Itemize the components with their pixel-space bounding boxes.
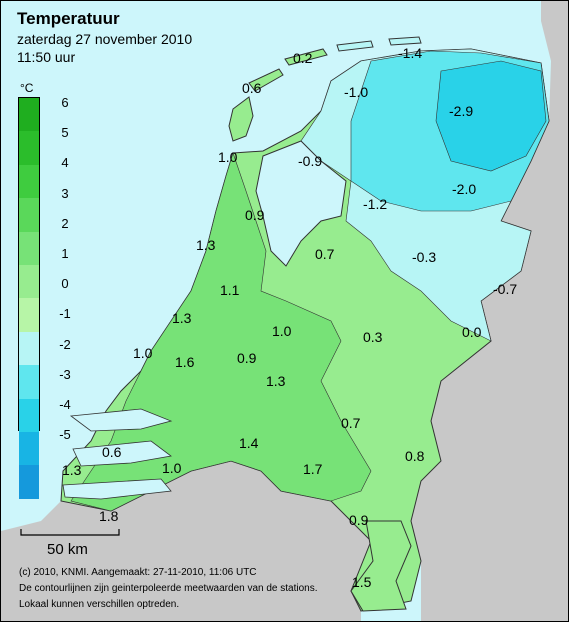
station-value: 0.3 (363, 329, 383, 345)
coldest-zone (435, 60, 547, 172)
texel (228, 96, 254, 142)
terschelling (284, 48, 328, 66)
station-value: 0.7 (341, 415, 361, 431)
ijsselmeer (255, 140, 347, 267)
station-value: 0.9 (237, 350, 257, 366)
station-value: -2.0 (452, 181, 477, 197)
legend-tick-label: 5 (61, 125, 69, 141)
station-value: -1.0 (344, 84, 369, 100)
limburg (350, 520, 412, 612)
schiermonnikoog (388, 36, 422, 46)
station-value: -1.2 (363, 196, 388, 212)
belgium-land (1, 461, 381, 621)
footer-contour-note: De contourlijnen zijn geinterpoleerde me… (19, 583, 318, 594)
legend-band (19, 398, 39, 432)
zeeland-water-3 (62, 478, 172, 500)
station-value: -0.3 (412, 249, 437, 265)
legend-band (19, 365, 39, 399)
station-value: 1.4 (239, 435, 259, 451)
footer-local-note: Lokaal kunnen verschillen optreden. (19, 599, 180, 610)
station-value: 1.3 (266, 373, 286, 389)
legend-band (19, 198, 39, 232)
map-date: zaterdag 27 november 2010 (17, 31, 193, 47)
legend-tick-label: 0 (61, 276, 69, 292)
station-value: 1.3 (196, 237, 216, 253)
legend-tick-label: 3 (61, 185, 69, 201)
station-value: 0.9 (245, 207, 265, 223)
station-value: 1.0 (272, 323, 292, 339)
station-value: 0.2 (293, 50, 313, 66)
station-value: 0.0 (462, 324, 482, 340)
legend-tick-label: 2 (61, 215, 69, 231)
station-value: -2.9 (449, 103, 474, 119)
map-title: Temperatuur (17, 9, 120, 28)
legend-band (19, 465, 39, 499)
station-value: 1.5 (352, 574, 372, 590)
vlieland (248, 68, 284, 92)
legend-tick-label: -1 (59, 306, 71, 322)
station-value: 1.7 (303, 461, 323, 477)
scale-label: 50 km (47, 541, 88, 558)
legend-tick-label: -4 (59, 397, 71, 412)
station-value: 0.6 (102, 444, 122, 460)
station-value: 1.0 (133, 345, 153, 361)
station-value: 1.8 (99, 508, 119, 524)
station-value: 1.3 (172, 310, 192, 326)
scale-bar (20, 529, 120, 536)
station-value: 0.8 (405, 448, 425, 464)
legend-unit: °C (20, 81, 34, 95)
station-value: 1.1 (220, 282, 240, 298)
zeeland-water-1 (69, 408, 173, 432)
legend-band (19, 298, 39, 332)
station-value: 0.6 (242, 80, 262, 96)
legend-band (19, 231, 39, 265)
station-value: -0.7 (493, 281, 518, 297)
station-value: 1.0 (218, 149, 238, 165)
ameland (336, 40, 374, 52)
legend-band (19, 431, 39, 466)
legend-tick-label: -5 (59, 427, 71, 443)
station-value: 0.7 (315, 246, 335, 262)
germany-land (411, 1, 568, 621)
station-value: -0.9 (298, 153, 323, 169)
station-value: 1.0 (162, 460, 182, 476)
legend-band (19, 331, 39, 366)
station-value: 0.9 (349, 512, 369, 528)
legend-tick-label: -3 (59, 366, 71, 382)
color-legend (18, 97, 40, 499)
map-time: 11:50 uur (17, 49, 76, 65)
legend-tick-label: 1 (61, 246, 69, 261)
legend-tick-label: 6 (61, 95, 69, 110)
legend-tick-label: -2 (59, 336, 71, 352)
footer-copyright: (c) 2010, KNMI. Aangemaakt: 27-11-2010, … (19, 567, 257, 578)
legend-tick-label: 4 (61, 155, 69, 171)
legend-band (19, 98, 39, 132)
legend-band (19, 164, 39, 199)
legend-band (19, 131, 39, 165)
station-value: -1.4 (398, 45, 423, 61)
zeeland-water-2 (72, 440, 172, 467)
station-value: 1.6 (175, 354, 195, 370)
station-value: 1.3 (62, 462, 82, 478)
legend-band (19, 264, 39, 299)
